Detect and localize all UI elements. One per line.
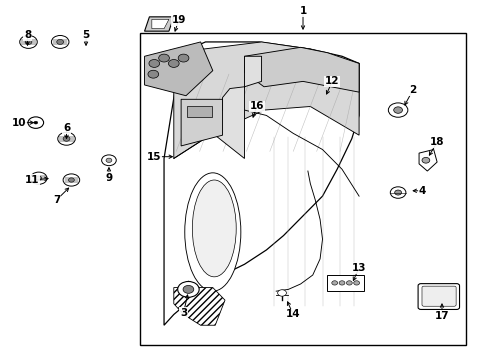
Circle shape [51, 36, 69, 48]
Text: 6: 6 [63, 123, 70, 133]
Polygon shape [144, 42, 212, 96]
Circle shape [63, 174, 80, 186]
Text: 4: 4 [418, 186, 426, 196]
Text: 1: 1 [299, 6, 306, 17]
Circle shape [102, 155, 116, 166]
Polygon shape [418, 149, 436, 171]
Polygon shape [144, 17, 173, 31]
FancyBboxPatch shape [421, 286, 455, 306]
Text: 18: 18 [429, 138, 444, 147]
Bar [140, 33, 466, 345]
Circle shape [353, 281, 359, 285]
Circle shape [106, 158, 112, 162]
Ellipse shape [184, 173, 241, 291]
Circle shape [57, 40, 63, 44]
Circle shape [331, 281, 337, 285]
Circle shape [36, 176, 41, 180]
Circle shape [68, 178, 74, 182]
Circle shape [158, 54, 169, 62]
Bar [186, 107, 212, 117]
Circle shape [34, 121, 38, 124]
Polygon shape [152, 19, 168, 29]
Circle shape [25, 40, 32, 44]
Circle shape [346, 281, 351, 285]
Text: 16: 16 [249, 102, 264, 112]
Polygon shape [212, 56, 261, 158]
Text: 11: 11 [25, 175, 40, 185]
Bar [327, 275, 363, 291]
Circle shape [63, 136, 70, 141]
Polygon shape [163, 42, 358, 325]
Polygon shape [244, 47, 358, 92]
Circle shape [387, 103, 407, 117]
Circle shape [338, 281, 344, 285]
Text: 7: 7 [53, 195, 61, 205]
Text: 13: 13 [351, 263, 366, 273]
Text: 5: 5 [82, 30, 89, 40]
Circle shape [394, 190, 401, 195]
Text: 15: 15 [147, 152, 161, 162]
Polygon shape [173, 42, 358, 158]
Text: 8: 8 [24, 30, 31, 40]
Circle shape [389, 187, 405, 198]
Polygon shape [173, 288, 224, 325]
Text: 14: 14 [285, 310, 300, 319]
Circle shape [30, 172, 47, 184]
Circle shape [149, 59, 159, 67]
Text: 10: 10 [12, 118, 26, 128]
Text: 2: 2 [408, 85, 415, 95]
Ellipse shape [192, 180, 236, 277]
Circle shape [168, 59, 179, 67]
Circle shape [183, 285, 193, 293]
Circle shape [20, 36, 37, 48]
Polygon shape [181, 99, 222, 146]
Circle shape [58, 132, 75, 145]
Text: 17: 17 [434, 311, 448, 321]
Circle shape [277, 290, 286, 296]
Circle shape [393, 107, 402, 113]
Circle shape [148, 70, 158, 78]
Circle shape [177, 282, 199, 297]
Text: 12: 12 [325, 76, 339, 86]
FancyBboxPatch shape [417, 284, 459, 310]
Circle shape [421, 157, 429, 163]
Text: 19: 19 [171, 15, 185, 26]
Circle shape [178, 54, 188, 62]
Text: 3: 3 [180, 308, 187, 318]
Circle shape [28, 117, 43, 129]
Text: 9: 9 [105, 173, 112, 183]
